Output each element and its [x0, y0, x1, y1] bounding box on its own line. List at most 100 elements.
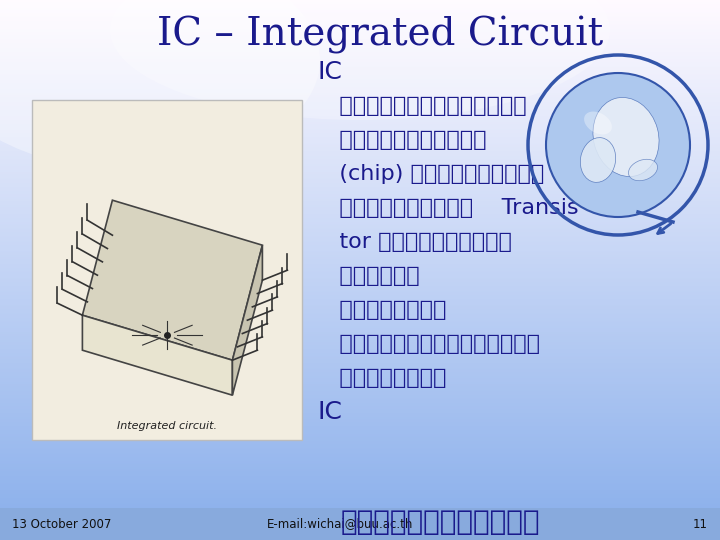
- Bar: [0, 461, 720, 463]
- Bar: [0, 37, 720, 39]
- Ellipse shape: [0, 0, 320, 170]
- Bar: [0, 183, 720, 185]
- Bar: [0, 89, 720, 90]
- Text: E-mail:wichai@buu.ac.th: E-mail:wichai@buu.ac.th: [267, 517, 413, 530]
- Bar: [0, 420, 720, 421]
- Bar: [0, 467, 720, 468]
- Bar: [0, 418, 720, 420]
- Bar: [0, 125, 720, 127]
- Bar: [0, 144, 720, 146]
- Bar: [0, 465, 720, 467]
- Bar: [0, 291, 720, 293]
- Bar: [0, 287, 720, 289]
- Bar: [0, 50, 720, 51]
- Bar: [0, 302, 720, 303]
- Bar: [0, 321, 720, 322]
- Bar: [0, 232, 720, 233]
- Bar: [0, 206, 720, 208]
- Bar: [0, 293, 720, 294]
- Bar: [0, 264, 720, 266]
- Bar: [0, 106, 720, 108]
- Bar: [0, 155, 720, 157]
- Bar: [0, 133, 720, 135]
- Bar: [0, 120, 720, 122]
- Bar: [0, 113, 720, 115]
- Bar: [0, 140, 720, 141]
- Bar: [0, 132, 720, 133]
- Bar: [0, 166, 720, 167]
- Bar: [0, 509, 720, 510]
- Bar: [0, 374, 720, 375]
- Bar: [0, 195, 720, 197]
- Bar: [0, 480, 720, 482]
- Bar: [0, 447, 720, 448]
- Bar: [0, 207, 720, 209]
- Bar: [0, 52, 720, 54]
- Text: เพอใหทำงานอยางใ: เพอใหทำงานอยางใ: [318, 334, 540, 354]
- Bar: [0, 515, 720, 517]
- Bar: [0, 417, 720, 418]
- Bar: [0, 428, 720, 429]
- Bar: [0, 350, 720, 352]
- Bar: [0, 514, 720, 516]
- Bar: [0, 307, 720, 309]
- Bar: [0, 28, 720, 30]
- Bar: [0, 186, 720, 187]
- Bar: [0, 341, 720, 343]
- Bar: [0, 74, 720, 76]
- Bar: [0, 326, 720, 328]
- Bar: [0, 523, 720, 525]
- Bar: [0, 496, 720, 498]
- Bar: [0, 479, 720, 481]
- Bar: [0, 475, 720, 476]
- Bar: [0, 356, 720, 357]
- Bar: [0, 148, 720, 150]
- Bar: [0, 522, 720, 524]
- Bar: [0, 5, 720, 6]
- Bar: [0, 425, 720, 427]
- Bar: [0, 58, 720, 59]
- Text: IC: IC: [318, 400, 343, 424]
- Bar: [0, 85, 720, 86]
- Bar: [0, 267, 720, 268]
- Text: tor จำนวนเปนพน: tor จำนวนเปนพน: [318, 232, 512, 252]
- Bar: [0, 430, 720, 432]
- Bar: [0, 382, 720, 383]
- Bar: [0, 333, 720, 335]
- Bar: [0, 450, 720, 453]
- Bar: [0, 285, 720, 286]
- Bar: [0, 161, 720, 163]
- Bar: [0, 43, 720, 44]
- Bar: [0, 202, 720, 204]
- Bar: [0, 482, 720, 483]
- Bar: [0, 441, 720, 443]
- Bar: [0, 253, 720, 255]
- Bar: [0, 90, 720, 92]
- Bar: [0, 328, 720, 329]
- Bar: [0, 409, 720, 410]
- Bar: [0, 445, 720, 447]
- Bar: [0, 363, 720, 364]
- Text: รอเลกทรอนกส: รอเลกทรอนกส: [318, 130, 487, 150]
- Bar: [0, 110, 720, 112]
- Bar: [0, 457, 720, 459]
- Bar: [0, 114, 720, 116]
- Bar: [0, 1, 720, 3]
- Bar: [0, 244, 720, 246]
- Bar: [0, 160, 720, 162]
- Bar: [0, 112, 720, 113]
- Bar: [0, 274, 720, 275]
- Bar: [0, 312, 720, 313]
- Bar: [0, 353, 720, 355]
- Bar: [0, 98, 720, 100]
- Text: IC: IC: [318, 60, 343, 84]
- Bar: [0, 179, 720, 181]
- Bar: [0, 66, 720, 68]
- Bar: [0, 347, 720, 348]
- Bar: [0, 508, 720, 540]
- Bar: [0, 357, 720, 359]
- Bar: [0, 80, 720, 82]
- Bar: [0, 234, 720, 237]
- Bar: [0, 44, 720, 46]
- Bar: [0, 444, 720, 446]
